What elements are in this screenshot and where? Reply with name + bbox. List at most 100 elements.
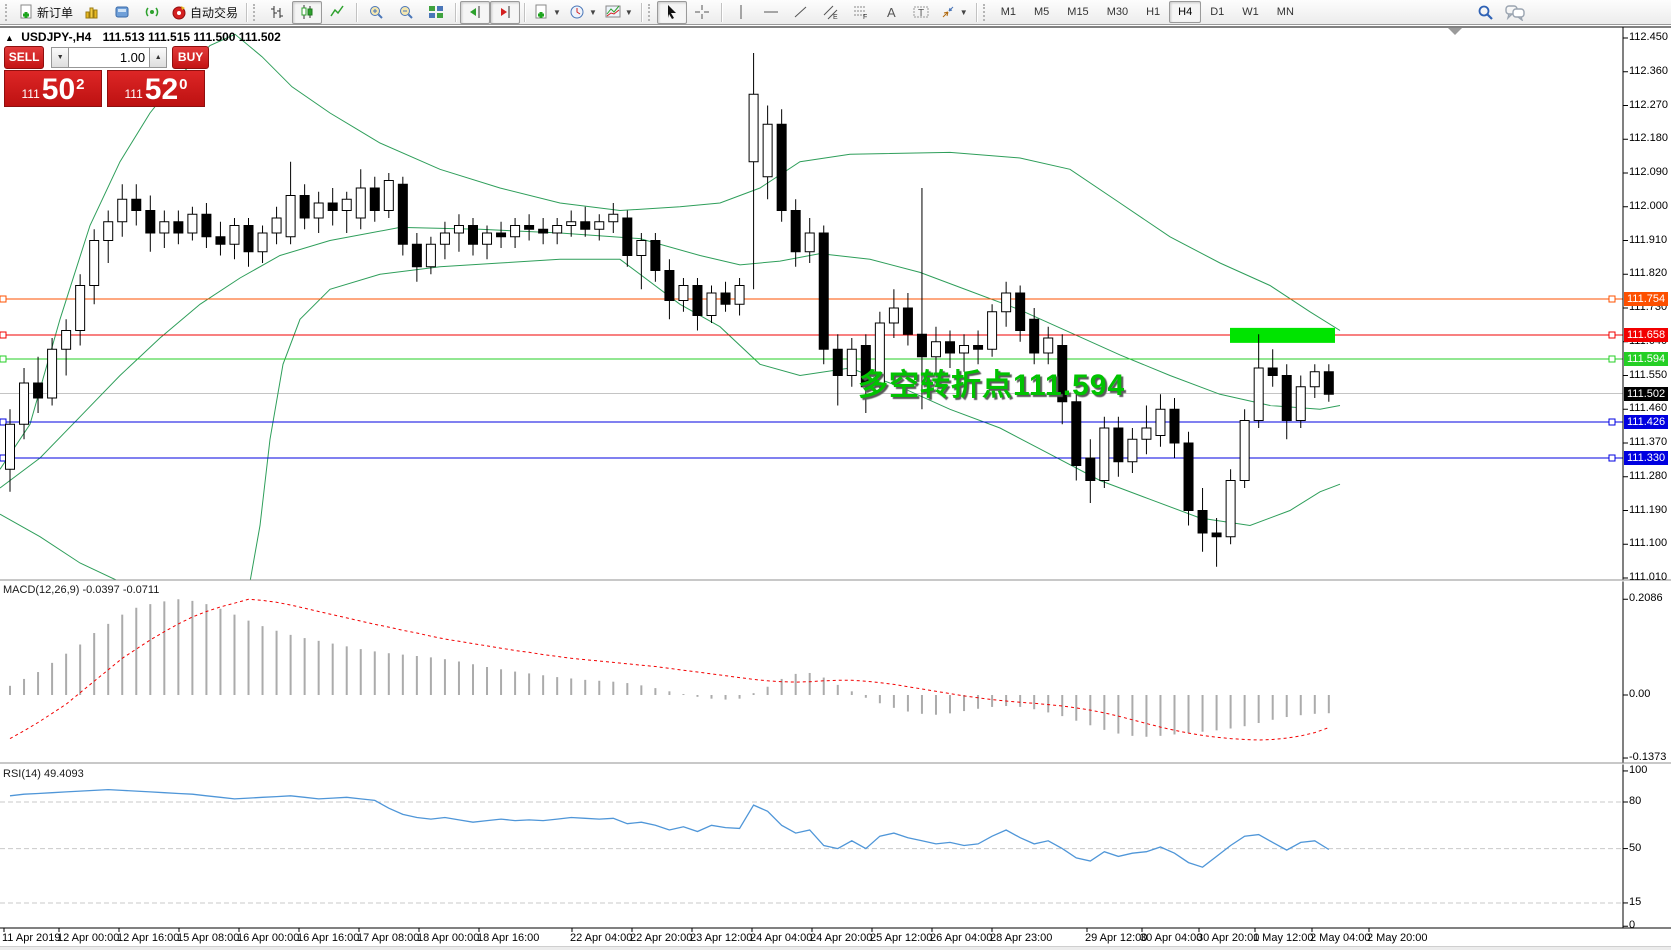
horizontal-line-icon	[763, 4, 779, 20]
zoom-in-button[interactable]	[361, 1, 391, 24]
time-axis-label: 17 Apr 08:00	[357, 932, 420, 944]
periods-button[interactable]: ▼	[565, 1, 601, 24]
volume-stepper: ▼ ▲	[51, 46, 168, 68]
equidistant-channel-button[interactable]: E	[816, 1, 846, 24]
chart-shift-button[interactable]	[490, 0, 521, 24]
bar-chart-button[interactable]	[262, 1, 292, 24]
line-chart-button[interactable]	[322, 1, 352, 24]
sell-button[interactable]: SELL	[4, 45, 45, 69]
zoom-out-button[interactable]	[391, 1, 421, 24]
vertical-line-button[interactable]	[726, 1, 756, 24]
trendline-button[interactable]	[786, 1, 816, 24]
timeframe-button-m1[interactable]: M1	[1000, 6, 1016, 18]
toolbar-grip[interactable]	[647, 3, 653, 21]
chat-icon[interactable]	[1505, 4, 1525, 22]
vertical-line-icon	[733, 4, 749, 20]
pivot-annotation-text: 多空转折点111.594	[858, 369, 1126, 402]
search-icon[interactable]	[1477, 4, 1493, 20]
timeframe-button-mn[interactable]: MN	[1276, 6, 1294, 18]
timeframe-button-w1[interactable]: W1	[1242, 6, 1259, 18]
toolbar-grip[interactable]	[5, 3, 10, 21]
toolbar-grip[interactable]	[253, 3, 258, 21]
price-axis-label: 112.000	[1629, 199, 1668, 212]
svg-text:F: F	[863, 14, 867, 20]
chart-shift-icon	[497, 4, 513, 20]
timeframe-button-h4[interactable]: H4	[1169, 1, 1202, 23]
rsi-axis-label: 0	[1629, 919, 1636, 932]
text-button[interactable]: A	[876, 1, 906, 24]
candlestick-button[interactable]	[292, 0, 323, 24]
autoscroll-icon	[467, 4, 483, 20]
dropdown-arrow-icon: ▼	[553, 7, 561, 17]
time-axis-label: 12 Apr 16:00	[117, 932, 180, 944]
new-order-button[interactable]: 新订单	[14, 1, 77, 24]
rsi-axis-label: 15	[1629, 895, 1642, 908]
autoscroll-button[interactable]	[460, 0, 491, 24]
volume-decrease-button[interactable]: ▼	[51, 46, 70, 68]
timeframe-button-m5[interactable]: M5	[1034, 6, 1050, 18]
rsi-axis-label: 100	[1629, 763, 1648, 776]
text-icon: A	[883, 4, 899, 20]
cursor-button[interactable]	[656, 0, 687, 24]
timeframe-button-d1[interactable]: D1	[1210, 6, 1225, 18]
time-axis-label: 25 Apr 12:00	[870, 932, 933, 944]
ohlc-bars-icon	[269, 4, 285, 20]
crosshair-button[interactable]	[687, 1, 717, 24]
signal-icon	[144, 4, 160, 20]
price-axis-label: 112.450	[1629, 31, 1668, 43]
horizontal-line-button[interactable]	[756, 1, 786, 24]
buy-price-box[interactable]: 111 52 0	[107, 70, 205, 107]
profile-button[interactable]	[107, 1, 137, 24]
price-axis-label: 112.360	[1629, 64, 1668, 77]
template-icon	[605, 4, 621, 20]
toolbar-separator	[455, 2, 457, 22]
volume-input[interactable]	[69, 46, 150, 68]
ohlc-values: 111.513 111.515 111.500 111.502	[102, 30, 281, 44]
time-axis-label: 18 Apr 16:00	[477, 932, 540, 944]
volume-increase-button[interactable]: ▲	[149, 46, 168, 68]
templates-button[interactable]: ▼	[601, 1, 637, 24]
collapse-arrow-icon[interactable]: ▲	[5, 33, 14, 43]
buy-price-big: 52	[144, 73, 179, 106]
timeframe-button-m15[interactable]: M15	[1067, 6, 1089, 18]
price-axis-label: 112.270	[1629, 98, 1668, 111]
time-axis-label: 28 Apr 23:00	[990, 932, 1053, 944]
channel-icon: E	[823, 4, 839, 21]
toolbar-grip[interactable]	[982, 3, 988, 21]
buy-button[interactable]: BUY	[172, 45, 209, 69]
chart-area[interactable]	[0, 26, 1671, 950]
fibonacci-button[interactable]: F	[846, 1, 876, 24]
price-level-tag: 111.594	[1624, 352, 1669, 366]
cursor-icon	[664, 4, 680, 20]
sell-price-box[interactable]: 111 50 2	[4, 70, 102, 107]
text-label-button[interactable]: T	[906, 1, 936, 24]
rsi-indicator-label: RSI(14) 49.4093	[3, 768, 84, 780]
tile-windows-icon	[428, 4, 444, 20]
candlestick-icon	[299, 4, 315, 20]
time-axis-label: 24 Apr 04:00	[750, 932, 813, 944]
indicators-button[interactable]: ▼	[529, 1, 565, 24]
text-label-icon: T	[913, 4, 929, 20]
tile-windows-button[interactable]	[421, 1, 451, 24]
autotrading-button[interactable]: 自动交易	[167, 1, 242, 24]
macd-axis-label: 0.2086	[1629, 592, 1663, 605]
svg-text:E: E	[833, 14, 838, 20]
arrows-icon	[940, 4, 956, 20]
arrows-button[interactable]: ▼	[936, 1, 972, 24]
buy-price-prefix: 111	[124, 87, 143, 101]
price-axis-label: 111.460	[1629, 402, 1668, 415]
clock-icon	[569, 4, 585, 20]
timeframe-button-h1[interactable]: H1	[1146, 6, 1161, 18]
time-axis-label: 29 Apr 12:00	[1085, 932, 1148, 944]
autotrading-label: 自动交易	[190, 5, 239, 20]
main-toolbar: 新订单 自动交易	[0, 0, 1671, 25]
price-axis-label: 112.090	[1629, 166, 1668, 178]
autotrading-icon	[171, 4, 187, 20]
time-axis-label: 23 Apr 12:00	[690, 932, 753, 944]
toolbar-separator	[640, 2, 642, 22]
timeframe-button-m30[interactable]: M30	[1106, 6, 1129, 18]
dropdown-arrow-icon: ▼	[588, 7, 597, 17]
signals-button[interactable]	[137, 1, 167, 24]
charts-button[interactable]	[77, 1, 107, 24]
sell-price-prefix: 111	[21, 87, 40, 101]
